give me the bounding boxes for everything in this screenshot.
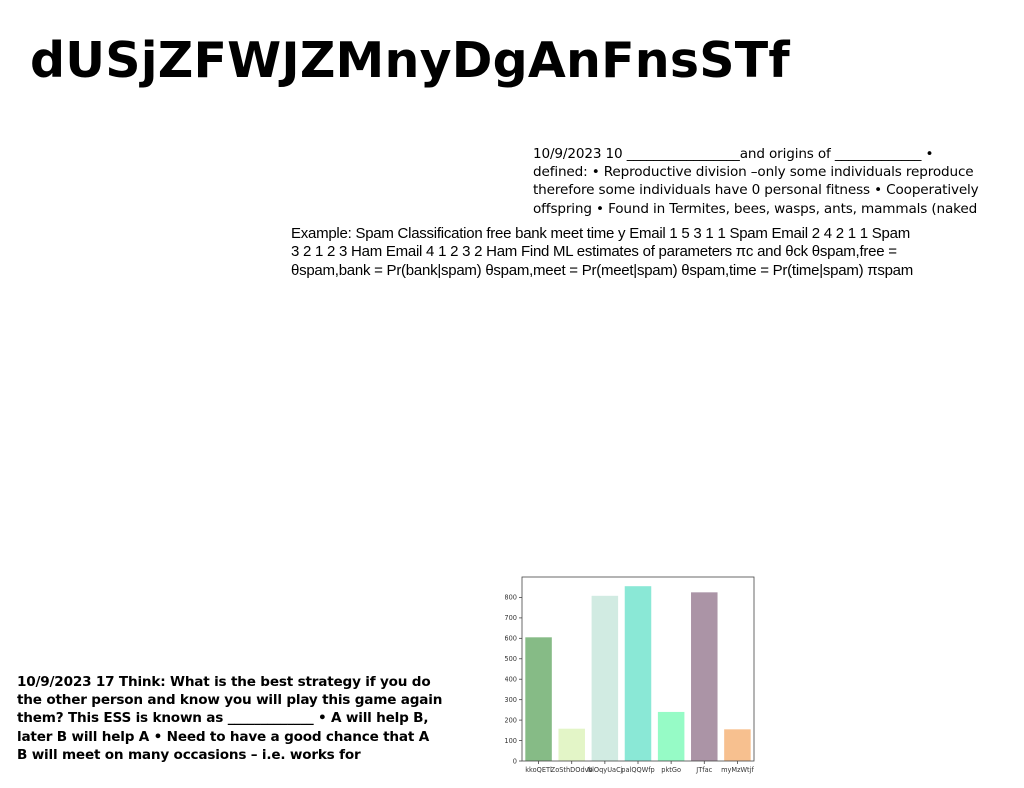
- bar-NlOqyUaCj: [591, 595, 619, 761]
- y-tick-label: 500: [505, 655, 517, 663]
- text-block-spam-classification: Example: Spam Classification free bank m…: [291, 225, 914, 279]
- y-tick-label: 100: [505, 737, 517, 745]
- bar-chart: 0 100 200 300 400 500 600 700 800 kkoQETl ZoSthDO…: [505, 572, 765, 778]
- x-tick-label: NlOqyUaCj: [587, 766, 623, 774]
- bar-kkoQETl: [525, 637, 552, 761]
- y-tick-label: 300: [505, 696, 517, 704]
- x-tick-label: palQQWfp: [621, 766, 654, 774]
- bar-myMzWtjf: [724, 729, 751, 761]
- x-tick-label: ZoSthDOdvb: [551, 766, 593, 774]
- y-tick-label: 0: [513, 757, 517, 765]
- x-tick-label: myMzWtjf: [721, 766, 754, 774]
- x-tick-label: JTfac: [695, 766, 712, 774]
- y-tick-label: 700: [505, 614, 517, 622]
- text-block-ess-strategy: 10/9/2023 17 Think: What is the best str…: [17, 674, 443, 763]
- y-axis: 0 100 200 300 400 500 600 700 800: [505, 594, 522, 765]
- bar-pktGo: [657, 711, 685, 761]
- y-tick-label: 800: [505, 594, 517, 602]
- bar-group: [525, 586, 751, 761]
- y-tick-label: 200: [505, 716, 517, 724]
- x-tick-label: pktGo: [661, 766, 681, 774]
- bar-palQQWfp: [624, 586, 652, 761]
- bar-ZoSthDOdvb: [558, 728, 585, 761]
- x-tick-label: kkoQETl: [525, 766, 552, 774]
- y-tick-label: 600: [505, 635, 517, 643]
- bar-chart-svg: 0 100 200 300 400 500 600 700 800 kkoQETlZoSthDO…: [505, 576, 754, 774]
- text-block-origins: 10/9/2023 10 _________________and origin…: [533, 146, 979, 217]
- y-tick-label: 400: [505, 676, 517, 684]
- bar-JTfac: [691, 592, 718, 761]
- page-title: dUSjZFWJZMnyDgAnFnsSTf: [30, 32, 790, 89]
